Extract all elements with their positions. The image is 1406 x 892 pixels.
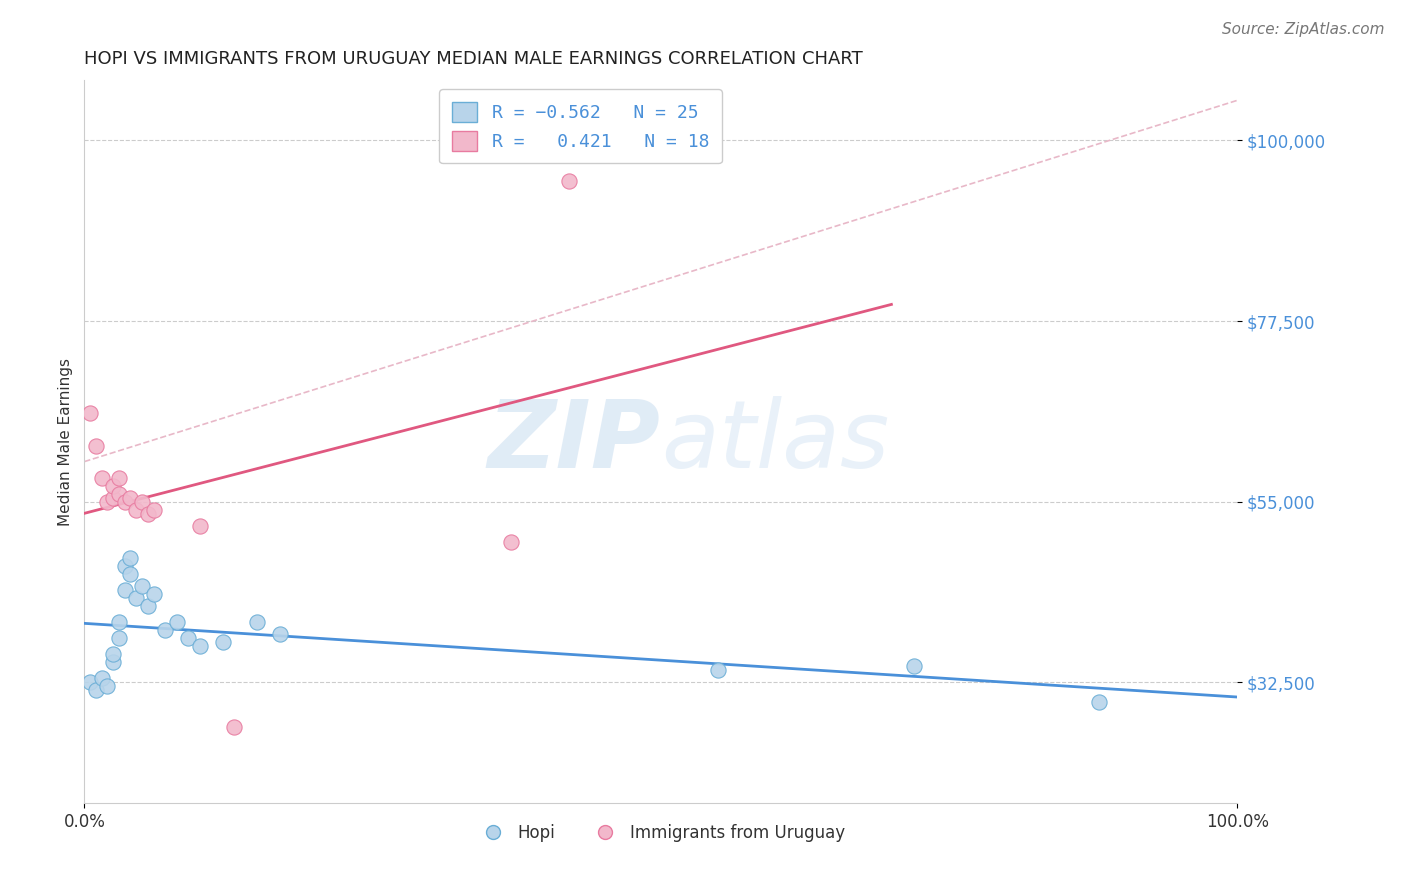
Point [114, 494, 136, 508]
Text: HOPI VS IMMIGRANTS FROM URUGUAY MEDIAN MALE EARNINGS CORRELATION CHART: HOPI VS IMMIGRANTS FROM URUGUAY MEDIAN M… [84, 50, 863, 68]
Point [557, 173, 579, 187]
Text: ZIP: ZIP [488, 395, 661, 488]
Point [131, 579, 153, 593]
Point [188, 639, 211, 653]
Point [108, 470, 131, 484]
Y-axis label: Median Male Earnings: Median Male Earnings [58, 358, 73, 525]
Point [120, 567, 142, 582]
Point [166, 615, 188, 630]
Point [90, 470, 112, 484]
Text: atlas: atlas [661, 396, 889, 487]
Point [108, 615, 131, 630]
Point [103, 655, 124, 669]
Point [79, 675, 101, 690]
Point [84, 438, 107, 452]
Point [269, 627, 291, 641]
Point [103, 491, 124, 505]
Point [142, 587, 165, 601]
Point [79, 406, 101, 420]
Point [125, 502, 148, 516]
Point [224, 719, 246, 733]
Point [96, 680, 118, 694]
Point [108, 631, 131, 645]
Point [153, 623, 176, 637]
Point [211, 635, 233, 649]
Point [136, 507, 159, 521]
Point [103, 478, 124, 492]
Point [1088, 696, 1111, 710]
Point [120, 550, 142, 566]
Point [108, 486, 131, 500]
Point [114, 583, 136, 598]
Point [177, 631, 200, 645]
Text: Source: ZipAtlas.com: Source: ZipAtlas.com [1222, 22, 1385, 37]
Point [903, 659, 925, 673]
Point [246, 615, 269, 630]
Point [136, 599, 159, 614]
Point [84, 683, 107, 698]
Point [131, 494, 153, 508]
Legend: Hopi, Immigrants from Uruguay: Hopi, Immigrants from Uruguay [470, 817, 852, 848]
Point [707, 664, 730, 678]
Point [142, 502, 165, 516]
Point [96, 494, 118, 508]
Point [103, 647, 124, 661]
Point [188, 518, 211, 533]
Point [90, 671, 112, 685]
Point [114, 558, 136, 573]
Point [499, 534, 522, 549]
Point [125, 591, 148, 605]
Point [120, 491, 142, 505]
